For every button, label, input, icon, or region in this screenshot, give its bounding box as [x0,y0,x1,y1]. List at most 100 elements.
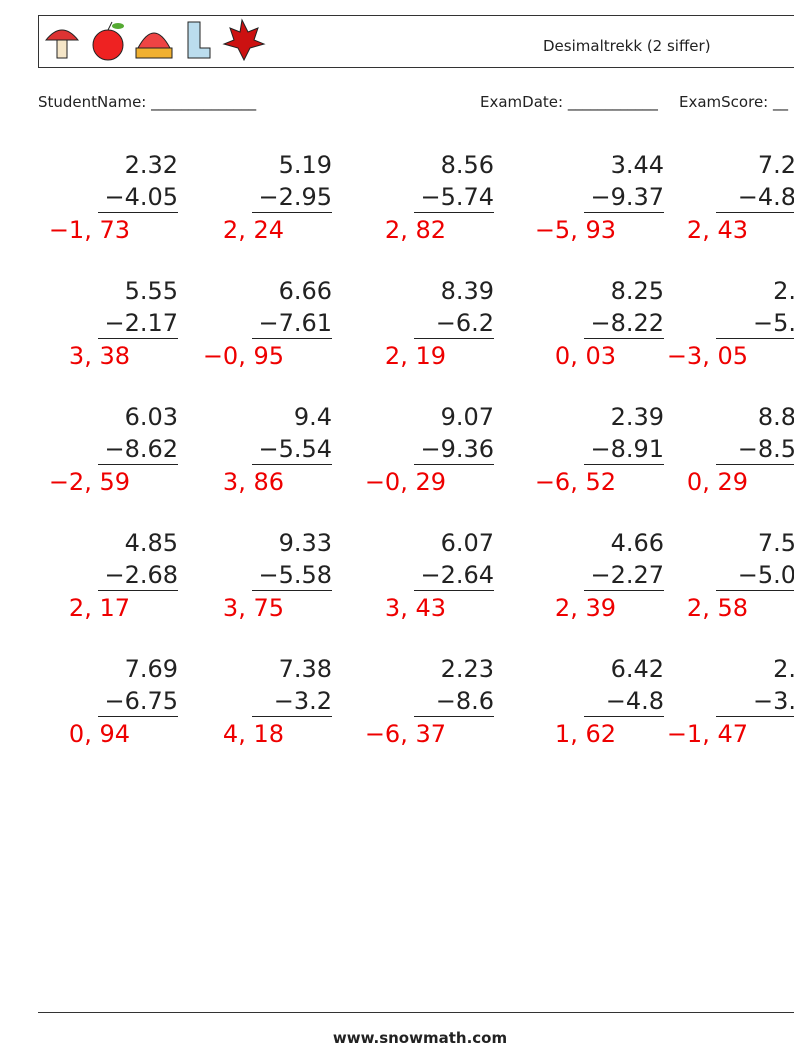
underline [414,212,494,213]
subtrahend: −2.27 [590,561,664,589]
minuend: 5.55 [124,277,178,305]
underline [252,212,332,213]
minuend: 2.39 [610,403,664,431]
underline [252,590,332,591]
answer: 2, 24 [222,216,284,244]
header-box [38,15,794,68]
minuend: 8.39 [440,277,494,305]
answer: −3, 05 [666,342,748,370]
footer-url: www.snowmath.com [332,1029,508,1047]
minuend: 2. [773,655,794,683]
minuend: 4.66 [610,529,664,557]
underline [716,716,794,717]
answer: −6, 52 [534,468,616,496]
minuend: 8.56 [440,151,494,179]
header-icons [44,18,266,62]
answer: −2, 59 [48,468,130,496]
answer: 0, 94 [68,720,130,748]
subtrahend: −5.54 [258,435,332,463]
underline [98,464,178,465]
underline [716,590,794,591]
underline [584,338,664,339]
answer: −0, 95 [202,342,284,370]
underline [414,338,494,339]
underline [252,716,332,717]
underline [584,212,664,213]
answer: −1, 73 [48,216,130,244]
answer: −6, 37 [364,720,446,748]
minuend: 9.4 [293,403,332,431]
minuend: 6.07 [440,529,494,557]
answer: 1, 62 [554,720,616,748]
underline [584,716,664,717]
subtrahend: −5. [752,309,794,337]
answer: 2, 43 [686,216,748,244]
subtrahend: −8.6 [435,687,494,715]
answer: −5, 93 [534,216,616,244]
underline [98,590,178,591]
minuend: 2.23 [440,655,494,683]
subtrahend: −9.36 [420,435,494,463]
subtrahend: −3.2 [273,687,332,715]
minuend: 6.42 [610,655,664,683]
minuend: 4.85 [124,529,178,557]
exam-date-field: ExamDate: ____________ [480,93,658,111]
answer: 2, 82 [384,216,446,244]
answer: 2, 19 [384,342,446,370]
minuend: 7.38 [278,655,332,683]
subtrahend: −7.61 [258,309,332,337]
subtrahend: −9.37 [590,183,664,211]
minuend: 2. [773,277,794,305]
subtrahend: −6.2 [435,309,494,337]
minuend: 8.8 [757,403,794,431]
minuend: 7.69 [124,655,178,683]
underline [414,590,494,591]
underline [716,338,794,339]
answer: 0, 03 [554,342,616,370]
subtrahend: −8.22 [590,309,664,337]
answer: 0, 29 [686,468,748,496]
underline [98,212,178,213]
underline [252,338,332,339]
subtrahend: −4.05 [104,183,178,211]
title: Desimaltrekk (2 siffer) [543,37,711,55]
subtrahend: −4.8 [605,687,664,715]
minuend: 3.44 [610,151,664,179]
underline [584,464,664,465]
underline [252,464,332,465]
minuend: 7.2 [757,151,794,179]
subtrahend: −2.64 [420,561,494,589]
underline [98,338,178,339]
underline [414,464,494,465]
underline [716,464,794,465]
answer: 4, 18 [222,720,284,748]
subtrahend: −5.74 [420,183,494,211]
answer: 2, 39 [554,594,616,622]
underline [414,716,494,717]
minuend: 5.19 [278,151,332,179]
minuend: 9.07 [440,403,494,431]
answer: 2, 58 [686,594,748,622]
minuend: 6.03 [124,403,178,431]
subtrahend: −2.95 [258,183,332,211]
answer: 3, 38 [68,342,130,370]
footer-line [38,1012,794,1013]
student-name-field: StudentName: ______________ [38,93,257,111]
minuend: 8.25 [610,277,664,305]
minuend: 2.32 [124,151,178,179]
underline [98,716,178,717]
answer: 3, 43 [384,594,446,622]
subtrahend: −8.91 [590,435,664,463]
subtrahend: −8.62 [104,435,178,463]
answer: 3, 86 [222,468,284,496]
answer: −1, 47 [666,720,748,748]
subtrahend: −6.75 [104,687,178,715]
answer: 3, 75 [222,594,284,622]
subtrahend: −5.0 [737,561,794,589]
minuend: 7.5 [757,529,794,557]
subtrahend: −2.17 [104,309,178,337]
subtrahend: −8.5 [737,435,794,463]
subtrahend: −5.58 [258,561,332,589]
minuend: 6.66 [278,277,332,305]
